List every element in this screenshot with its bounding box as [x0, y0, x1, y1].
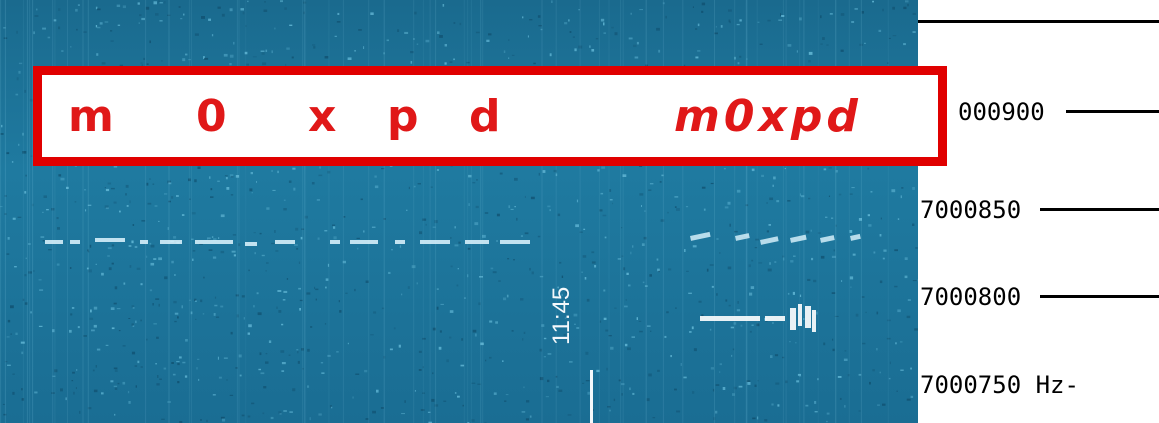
freq-label-750: 7000750 Hz- [920, 371, 1079, 399]
morse-letter-x: x [308, 91, 337, 142]
freq-label-800: 7000800 [920, 283, 1022, 311]
scale-top-line [918, 20, 1159, 23]
morse-letter-0: 0 [196, 91, 227, 142]
frequency-scale: 000900 7000850 7000800 7000750 Hz- [918, 0, 1159, 423]
freq-label-900: 000900 [958, 98, 1045, 126]
morse-letter-p: p [387, 91, 419, 142]
morse-letter-m: m [68, 91, 114, 142]
morse-letter-d: d [469, 91, 501, 142]
spectrogram-waterfall: 11:45 [0, 0, 918, 423]
freq-tick-900 [1066, 110, 1159, 113]
decoded-callsign-callout: m 0 x p d m0xpd [33, 66, 947, 166]
freq-tick-850 [1040, 208, 1159, 211]
time-marker-label: 11:45 [548, 286, 575, 345]
time-marker-tick [590, 370, 593, 423]
freq-label-850: 7000850 [920, 196, 1022, 224]
decoded-callsign: m0xpd [674, 91, 862, 142]
freq-tick-800 [1040, 295, 1159, 298]
waterfall-texture [0, 0, 918, 423]
